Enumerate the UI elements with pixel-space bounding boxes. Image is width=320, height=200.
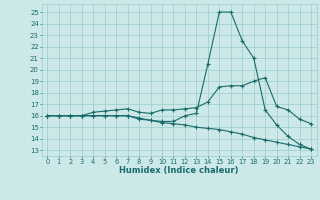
X-axis label: Humidex (Indice chaleur): Humidex (Indice chaleur) (119, 166, 239, 175)
